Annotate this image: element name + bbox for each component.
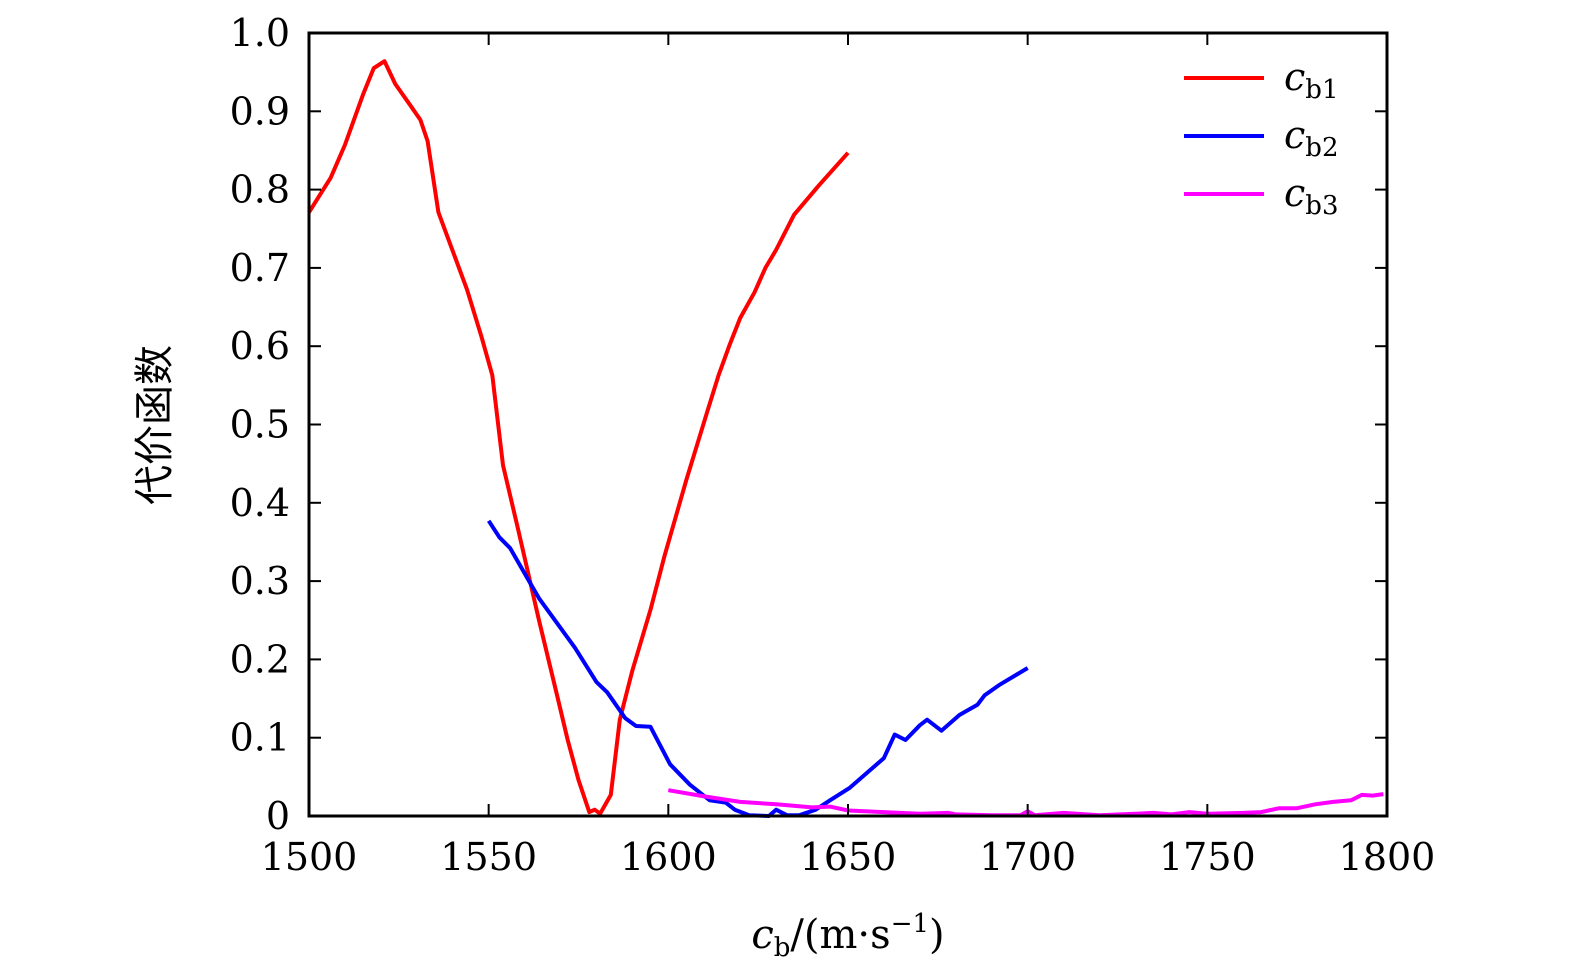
y-tick-label: 1.0 (230, 11, 290, 55)
legend-entry-cb1: cb1 (1184, 55, 1338, 105)
series-line-cb1 (307, 59, 850, 816)
legend-entry-cb2: cb2 (1184, 113, 1338, 163)
y-tick-label: 0.9 (230, 89, 290, 133)
x-axis-label-unit: /(m·s (790, 912, 890, 958)
legend-label: cb2 (1284, 113, 1338, 163)
x-tick-label: 1700 (979, 835, 1076, 879)
y-tick-label: 0 (266, 794, 290, 838)
x-tick-label: 1750 (1159, 835, 1256, 879)
y-tick-label: 0.4 (230, 481, 290, 525)
y-tick-label: 0.7 (230, 246, 290, 290)
x-axis-label: cb/(m·s−1) (751, 909, 944, 963)
x-tick-label: 1550 (440, 835, 537, 879)
legend: cb1 cb2 cb3 (1184, 55, 1338, 221)
x-tick-label: 1650 (800, 835, 897, 879)
ticks-layer: 1500 1550 1600 1650 1700 1750 1800 0 0.1 0.2 0.3 0.… (230, 11, 1436, 879)
legend-entry-cb3: cb3 (1184, 171, 1338, 221)
series-line-cb3 (667, 788, 1384, 818)
x-axis-label-var: c (751, 912, 773, 958)
x-axis-label-sup: −1 (891, 909, 929, 939)
y-tick-label: 0.8 (230, 168, 290, 212)
x-tick-label: 1600 (620, 835, 717, 879)
series-layer (307, 59, 1384, 818)
y-axis-label: 代价函数 (132, 345, 178, 505)
y-tick-label: 0.3 (230, 559, 290, 603)
x-tick-label: 1500 (261, 835, 358, 879)
y-tick-label: 0.5 (230, 403, 290, 447)
y-tick-label: 0.2 (230, 637, 290, 681)
y-tick-label: 0.1 (230, 716, 290, 760)
plot-frame (307, 31, 1389, 818)
x-axis-label-close: ) (929, 912, 945, 958)
legend-label: cb3 (1284, 171, 1338, 221)
series-line-cb2 (487, 519, 1029, 818)
y-tick-label: 0.6 (230, 324, 290, 368)
x-tick-label: 1800 (1339, 835, 1436, 879)
legend-label: cb1 (1284, 55, 1338, 105)
x-axis-label-sub: b (774, 933, 791, 963)
